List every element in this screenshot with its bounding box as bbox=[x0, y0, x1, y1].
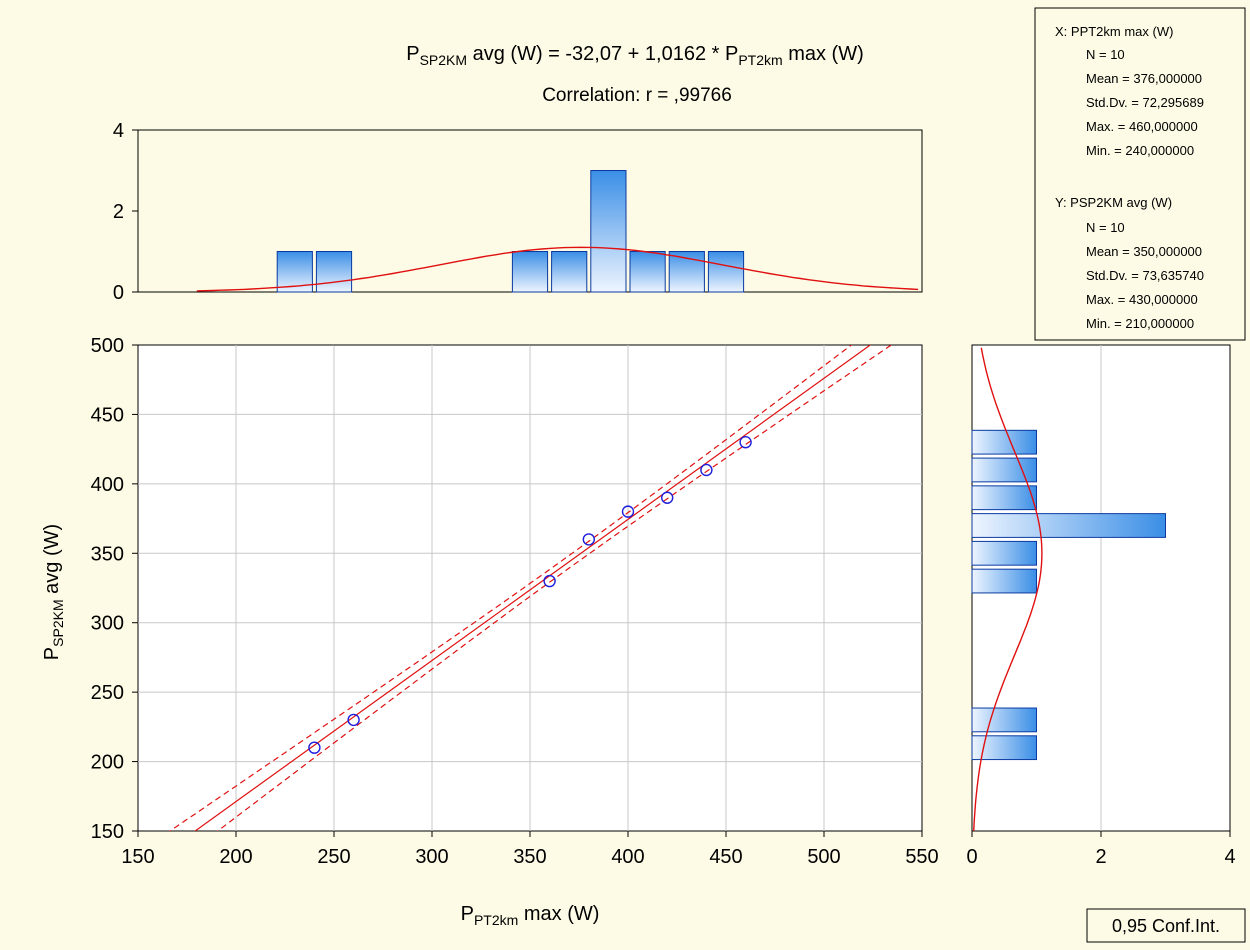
top-y-tick-label: 2 bbox=[113, 201, 124, 223]
top-histogram-bar bbox=[629, 251, 666, 293]
scatter-point bbox=[739, 436, 752, 449]
stats-x-line: Max. = 460,000000 bbox=[1086, 119, 1198, 134]
top-y-tick-label: 4 bbox=[113, 120, 124, 142]
y-tick-label: 250 bbox=[91, 682, 124, 704]
x-tick-label: 400 bbox=[611, 846, 644, 868]
stats-y-line: Std.Dv. = 73,635740 bbox=[1086, 268, 1204, 283]
right-x-tick-label: 0 bbox=[966, 846, 977, 868]
y-tick-label: 500 bbox=[91, 335, 124, 357]
top-y-tick-label: 0 bbox=[113, 282, 124, 304]
scatter-point bbox=[308, 741, 321, 754]
stats-y-title: Y: PSP2KM avg (W) bbox=[1055, 195, 1172, 210]
x-tick-label: 150 bbox=[121, 846, 154, 868]
y-tick-label: 200 bbox=[91, 752, 124, 774]
y-tick-label: 450 bbox=[91, 404, 124, 426]
right-histogram-bar bbox=[971, 707, 1037, 733]
confidence-band-upper bbox=[168, 345, 853, 831]
right-histogram bbox=[971, 345, 1166, 831]
x-axis-label: PPT2km max (W) bbox=[461, 903, 600, 928]
x-tick-label: 500 bbox=[807, 846, 840, 868]
stats-box: X: PPT2km max (W) N = 10 Mean = 376,0000… bbox=[1034, 7, 1246, 341]
x-tick-label: 300 bbox=[415, 846, 448, 868]
y-tick-label: 400 bbox=[91, 474, 124, 496]
x-tick-label: 550 bbox=[905, 846, 938, 868]
y-axis-label: PSP2KM avg (W) bbox=[41, 524, 66, 660]
top-histogram-y-axis: 0 2 4 bbox=[113, 120, 138, 304]
right-histogram-bar bbox=[971, 513, 1166, 538]
x-tick-label: 200 bbox=[219, 846, 252, 868]
right-normal-curve bbox=[973, 347, 1043, 831]
stats-x-line: N = 10 bbox=[1086, 47, 1125, 62]
scatter-axes: 150 200 250 300 350 400 450 500 550 150 200 250 300 3… bbox=[91, 335, 939, 868]
top-histogram-bar bbox=[551, 251, 588, 293]
regression-lines bbox=[168, 345, 893, 831]
stats-x-title: X: PPT2km max (W) bbox=[1055, 24, 1173, 39]
y-tick-label: 150 bbox=[91, 821, 124, 843]
scatter-point bbox=[700, 463, 713, 477]
stats-y-line: Mean = 350,000000 bbox=[1086, 244, 1202, 259]
scatter-point bbox=[543, 574, 556, 588]
scatter-grid bbox=[138, 344, 922, 831]
top-histogram-bar bbox=[707, 251, 745, 293]
right-x-tick-label: 2 bbox=[1095, 846, 1106, 868]
y-tick-label: 300 bbox=[91, 613, 124, 635]
right-histogram-bar bbox=[971, 457, 1037, 483]
right-x-tick-label: 4 bbox=[1224, 846, 1235, 868]
scatter-point bbox=[621, 505, 635, 518]
stats-x-line: Std.Dv. = 72,295689 bbox=[1086, 95, 1204, 110]
right-histogram-bar bbox=[971, 540, 1037, 566]
x-tick-label: 250 bbox=[317, 846, 350, 868]
top-histogram-bar bbox=[315, 251, 353, 293]
right-histogram-bar bbox=[971, 485, 1037, 511]
top-histogram-bar bbox=[590, 170, 627, 293]
scatter-point bbox=[582, 533, 595, 546]
scatter-point bbox=[347, 713, 360, 727]
stats-y-line: Max. = 430,000000 bbox=[1086, 292, 1198, 307]
right-histogram-bar bbox=[971, 568, 1037, 594]
conf-int-label: 0,95 Conf.Int. bbox=[1112, 916, 1220, 936]
correlation-label: Correlation: r = ,99766 bbox=[542, 85, 732, 106]
x-tick-label: 350 bbox=[513, 846, 546, 868]
top-histogram bbox=[196, 170, 919, 293]
right-histogram-bar bbox=[971, 735, 1037, 761]
y-tick-label: 350 bbox=[91, 543, 124, 565]
right-histogram-bar bbox=[971, 429, 1037, 455]
confidence-band-lower bbox=[216, 345, 893, 831]
right-histogram-x-axis: 0 2 4 bbox=[966, 831, 1236, 868]
top-normal-curve bbox=[196, 246, 919, 292]
stats-y-line: Min. = 210,000000 bbox=[1086, 316, 1194, 331]
scatter-point bbox=[661, 491, 674, 504]
regression-equation: PSP2KM avg (W) = -32,07 + 1,0162 * PPT2k… bbox=[406, 43, 864, 68]
stats-x-line: Mean = 376,000000 bbox=[1086, 71, 1202, 86]
top-histogram-bar bbox=[511, 251, 549, 293]
scatter-points bbox=[308, 436, 752, 754]
stats-x-line: Min. = 240,000000 bbox=[1086, 143, 1194, 158]
x-tick-label: 450 bbox=[709, 846, 742, 868]
regression-line bbox=[194, 345, 872, 831]
stats-y-line: N = 10 bbox=[1086, 220, 1125, 235]
conf-int-legend: 0,95 Conf.Int. bbox=[1086, 908, 1246, 943]
